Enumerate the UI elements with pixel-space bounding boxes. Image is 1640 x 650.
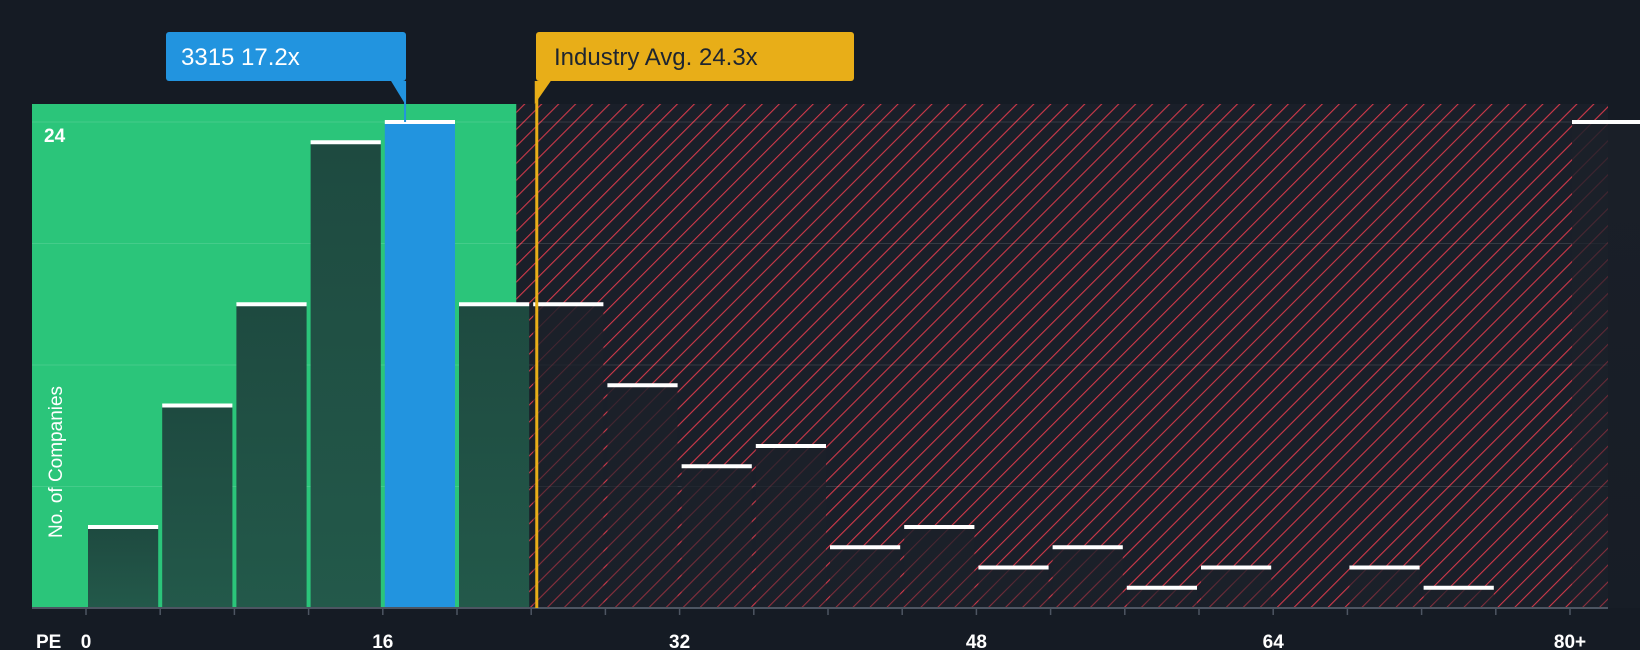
bar-cap	[236, 302, 307, 307]
histogram-bar	[162, 405, 233, 608]
x-tick-label: 48	[966, 632, 987, 650]
x-tick-label: 16	[372, 632, 393, 650]
histogram-bar	[978, 567, 1049, 608]
x-tick-label: 64	[1263, 632, 1285, 650]
histogram-bar	[1126, 587, 1197, 608]
x-tick-label: 32	[669, 632, 690, 650]
bar-cap	[162, 403, 233, 408]
bar-cap	[310, 140, 381, 145]
bar-cap	[1349, 565, 1420, 570]
bar-cap	[533, 302, 604, 307]
company-label: 3315 17.2x	[181, 44, 300, 71]
histogram-bar	[1423, 587, 1494, 608]
company-label-box	[166, 32, 406, 81]
bar-cap	[681, 464, 752, 469]
x-axis-title: PE	[36, 632, 61, 650]
bar-cap	[1126, 585, 1197, 590]
industry-avg-label-pointer	[534, 81, 551, 104]
bar-cap	[755, 444, 826, 448]
histogram-bar	[1052, 547, 1123, 608]
bar-cap	[1423, 585, 1494, 590]
company-bar	[384, 122, 455, 608]
bar-cap	[88, 525, 159, 529]
company-label-pointer	[391, 81, 406, 104]
bar-cap	[459, 302, 530, 307]
histogram-bar	[1349, 567, 1420, 608]
histogram-bar	[830, 547, 901, 608]
histogram-bar	[607, 385, 678, 608]
bar-cap	[1572, 120, 1640, 124]
y-tick-label: 24	[44, 126, 66, 147]
bar-cap	[904, 525, 975, 529]
bar-cap	[978, 565, 1049, 570]
x-tick-label: 80+	[1554, 632, 1586, 650]
industry-avg-label-box	[536, 32, 854, 81]
histogram-bar	[755, 446, 826, 608]
overvalued-zone	[516, 104, 1608, 608]
y-axis-title: No. of Companies	[46, 386, 67, 538]
histogram-bar	[533, 304, 604, 608]
histogram-bar	[1201, 567, 1272, 608]
histogram-bar	[904, 527, 975, 608]
histogram-bar	[1572, 122, 1640, 608]
histogram-bar	[459, 304, 530, 608]
x-tick-label: 0	[81, 632, 92, 650]
histogram-bar	[310, 142, 381, 608]
industry-avg-label: Industry Avg. 24.3x	[554, 44, 758, 71]
bar-cap	[384, 120, 455, 124]
bar-cap	[1052, 545, 1123, 550]
bar-cap	[607, 383, 678, 388]
histogram-bar	[236, 304, 307, 608]
bar-cap	[1201, 565, 1272, 570]
histogram-bar	[681, 466, 752, 608]
bar-cap	[830, 545, 901, 550]
histogram-bar	[88, 527, 159, 608]
